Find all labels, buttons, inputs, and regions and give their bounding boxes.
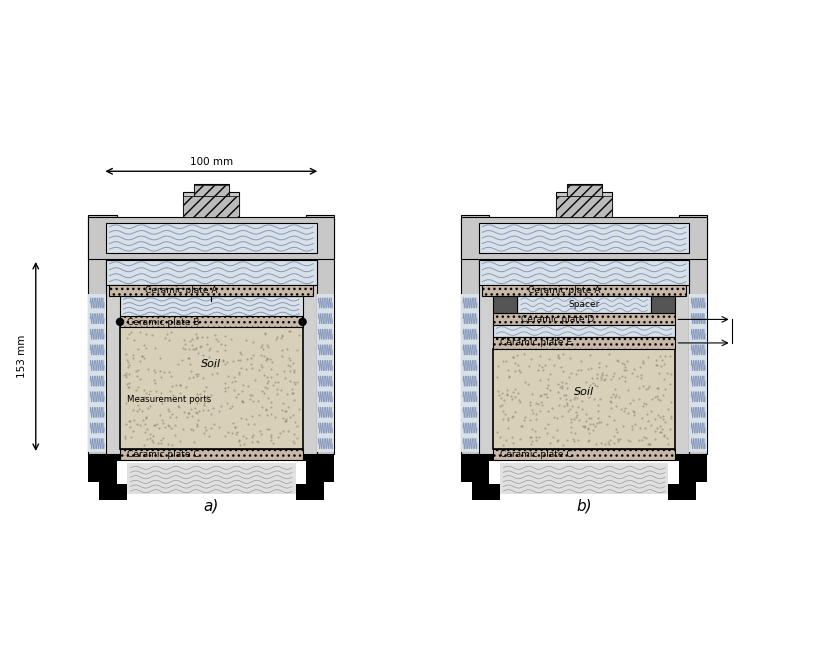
Bar	[460, 217, 706, 259]
Bar	[120, 449, 302, 460]
Bar	[478, 258, 495, 454]
Bar	[88, 215, 116, 454]
Bar	[110, 285, 313, 296]
Bar	[106, 258, 124, 454]
Bar	[650, 296, 675, 313]
Text: Soil: Soil	[573, 387, 594, 397]
Bar	[689, 294, 706, 452]
Text: Ceramic plate C: Ceramic plate C	[500, 450, 572, 459]
Bar	[193, 185, 229, 196]
Bar	[517, 296, 650, 313]
Bar	[305, 215, 334, 454]
Bar	[492, 324, 675, 337]
Text: b): b)	[576, 498, 591, 514]
Bar	[492, 296, 517, 313]
Bar	[299, 258, 316, 454]
Bar	[106, 260, 316, 285]
Text: Ceramic plate C: Ceramic plate C	[127, 450, 200, 459]
Text: Soil: Soil	[201, 359, 221, 369]
Bar	[127, 463, 295, 495]
Bar	[478, 223, 689, 253]
Circle shape	[116, 318, 124, 326]
Circle shape	[299, 318, 305, 326]
Bar	[492, 313, 675, 324]
Bar	[120, 328, 302, 449]
Text: Ceramic plate B: Ceramic plate B	[127, 318, 199, 327]
Bar	[555, 193, 612, 217]
Bar	[120, 296, 302, 317]
Text: 153 mm: 153 mm	[16, 335, 27, 378]
Bar	[492, 449, 675, 460]
Bar	[183, 193, 239, 217]
Bar	[492, 338, 675, 349]
Bar	[678, 215, 706, 454]
Text: a): a)	[203, 498, 219, 514]
Bar	[492, 349, 675, 449]
Bar	[120, 316, 302, 328]
Bar	[88, 294, 106, 452]
Bar	[482, 285, 686, 296]
Bar	[193, 183, 229, 196]
Polygon shape	[460, 454, 706, 500]
Bar	[671, 258, 689, 454]
Bar	[183, 196, 239, 217]
Bar	[88, 217, 334, 259]
Bar	[555, 196, 612, 217]
Text: Ceramic plate A: Ceramic plate A	[527, 286, 600, 295]
Bar	[106, 223, 316, 253]
Bar	[566, 183, 601, 196]
Bar	[316, 294, 334, 452]
Text: Ceramic plate D: Ceramic plate D	[520, 315, 594, 324]
Bar	[460, 215, 489, 454]
Text: Measurement ports: Measurement ports	[127, 395, 211, 404]
Bar	[500, 463, 667, 495]
Text: 100 mm: 100 mm	[189, 157, 233, 167]
Polygon shape	[88, 454, 334, 500]
Text: Spacer: Spacer	[568, 300, 599, 309]
Text: Ceramic plate A: Ceramic plate A	[144, 286, 217, 295]
Text: Ceramic plate E: Ceramic plate E	[500, 338, 571, 348]
Bar	[566, 185, 601, 196]
Bar	[478, 260, 689, 285]
Bar	[460, 294, 478, 452]
